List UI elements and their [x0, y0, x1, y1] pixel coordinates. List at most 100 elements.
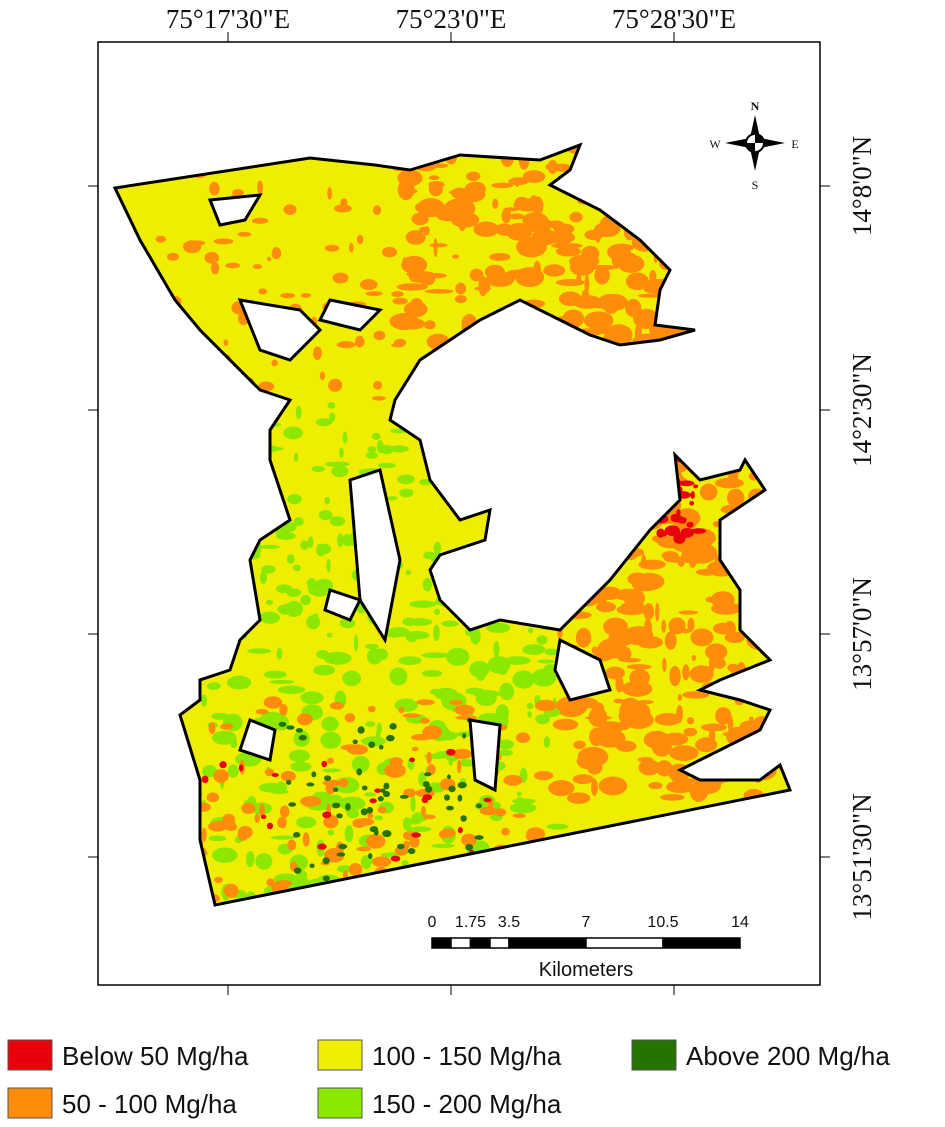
- biomass-patch: [298, 734, 307, 741]
- biomass-patch: [666, 493, 673, 503]
- biomass-patch: [524, 850, 532, 857]
- biomass-patch: [787, 602, 790, 621]
- biomass-patch: [612, 164, 620, 184]
- biomass-patch: [237, 231, 252, 237]
- biomass-patch: [398, 656, 422, 666]
- biomass-patch: [591, 778, 598, 797]
- biomass-patch: [678, 480, 695, 487]
- biomass-patch: [397, 474, 415, 485]
- biomass-patch: [637, 185, 653, 202]
- biomass-patch: [770, 629, 790, 649]
- biomass-patch: [300, 691, 324, 705]
- biomass-patch: [532, 613, 554, 618]
- biomass-patch: [645, 168, 674, 184]
- biomass-patch: [150, 367, 169, 374]
- biomass-patch: [516, 791, 522, 797]
- biomass-patch: [432, 418, 443, 424]
- biomass-patch: [667, 481, 673, 489]
- biomass-map: [115, 145, 800, 905]
- biomass-patch: [411, 276, 429, 283]
- biomass-patch: [288, 802, 297, 807]
- biomass-patch: [501, 208, 512, 224]
- biomass-patch: [783, 534, 790, 542]
- biomass-patch: [376, 894, 392, 899]
- biomass-patch: [586, 490, 608, 509]
- biomass-patch: [754, 529, 759, 544]
- scale-label: 14: [731, 914, 749, 931]
- biomass-patch: [406, 632, 418, 643]
- biomass-patch: [446, 345, 467, 361]
- biomass-patch: [149, 297, 164, 303]
- biomass-patch: [558, 503, 565, 514]
- biomass-patch: [328, 378, 343, 392]
- biomass-patch: [428, 175, 440, 181]
- biomass-patch: [176, 349, 195, 356]
- biomass-patch: [791, 476, 796, 487]
- biomass-patch: [369, 826, 379, 833]
- biomass-patch: [406, 618, 433, 626]
- biomass-patch: [510, 608, 529, 618]
- biomass-patch: [786, 676, 790, 689]
- biomass-patch: [647, 485, 675, 505]
- biomass-patch: [630, 502, 648, 522]
- biomass-patch: [514, 196, 529, 208]
- biomass-patch: [276, 647, 283, 660]
- biomass-patch: [336, 533, 344, 547]
- biomass-patch: [669, 745, 699, 761]
- biomass-patch: [344, 825, 354, 843]
- biomass-patch: [740, 512, 761, 524]
- biomass-patch: [752, 510, 777, 523]
- biomass-patch: [514, 179, 520, 187]
- biomass-patch: [306, 782, 315, 787]
- biomass-patch: [248, 417, 262, 426]
- biomass-patch: [336, 865, 353, 873]
- biomass-patch: [421, 796, 429, 804]
- biomass-patch: [628, 514, 649, 531]
- x-label: 75°17'30"E: [166, 4, 290, 34]
- biomass-patch: [673, 311, 681, 324]
- biomass-patch: [283, 426, 303, 440]
- biomass-patch: [322, 768, 341, 773]
- biomass-patch: [619, 145, 632, 153]
- biomass-patch: [450, 211, 480, 228]
- biomass-patch: [674, 145, 701, 153]
- biomass-patch: [748, 683, 765, 693]
- biomass-patch: [759, 758, 767, 768]
- biomass-patch: [263, 696, 283, 709]
- biomass-patch: [322, 857, 330, 865]
- biomass-patch: [582, 533, 605, 546]
- biomass-patch: [493, 641, 500, 658]
- biomass-patch: [191, 240, 206, 246]
- biomass-patch: [687, 617, 695, 632]
- biomass-patch: [674, 201, 707, 207]
- scale-segment: [662, 937, 741, 949]
- biomass-patch: [795, 740, 800, 754]
- biomass-patch: [280, 292, 295, 299]
- biomass-patch: [338, 843, 348, 850]
- biomass-patch: [712, 622, 735, 635]
- biomass-patch: [238, 764, 244, 772]
- biomass-patch: [336, 813, 343, 819]
- biomass-patch: [426, 751, 432, 765]
- biomass-patch: [789, 615, 790, 621]
- biomass-patch: [399, 488, 414, 498]
- biomass-patch: [201, 775, 209, 784]
- biomass-patch: [589, 523, 619, 540]
- biomass-patch: [446, 647, 470, 666]
- biomass-patch: [214, 876, 223, 883]
- biomass-patch: [687, 179, 710, 191]
- biomass-patch: [416, 699, 435, 706]
- legend-swatch: [317, 1039, 363, 1071]
- biomass-patch: [300, 796, 322, 807]
- biomass-patch: [686, 456, 714, 477]
- biomass-patch: [599, 521, 607, 532]
- biomass-patch: [616, 604, 647, 616]
- biomass-patch: [302, 832, 310, 847]
- biomass-patch: [372, 205, 382, 216]
- biomass-patch: [444, 794, 450, 801]
- biomass-patch: [659, 222, 670, 234]
- biomass-patch: [129, 337, 139, 352]
- biomass-patch: [208, 835, 227, 842]
- biomass-patch: [420, 717, 430, 724]
- legend-swatch: [317, 1087, 363, 1119]
